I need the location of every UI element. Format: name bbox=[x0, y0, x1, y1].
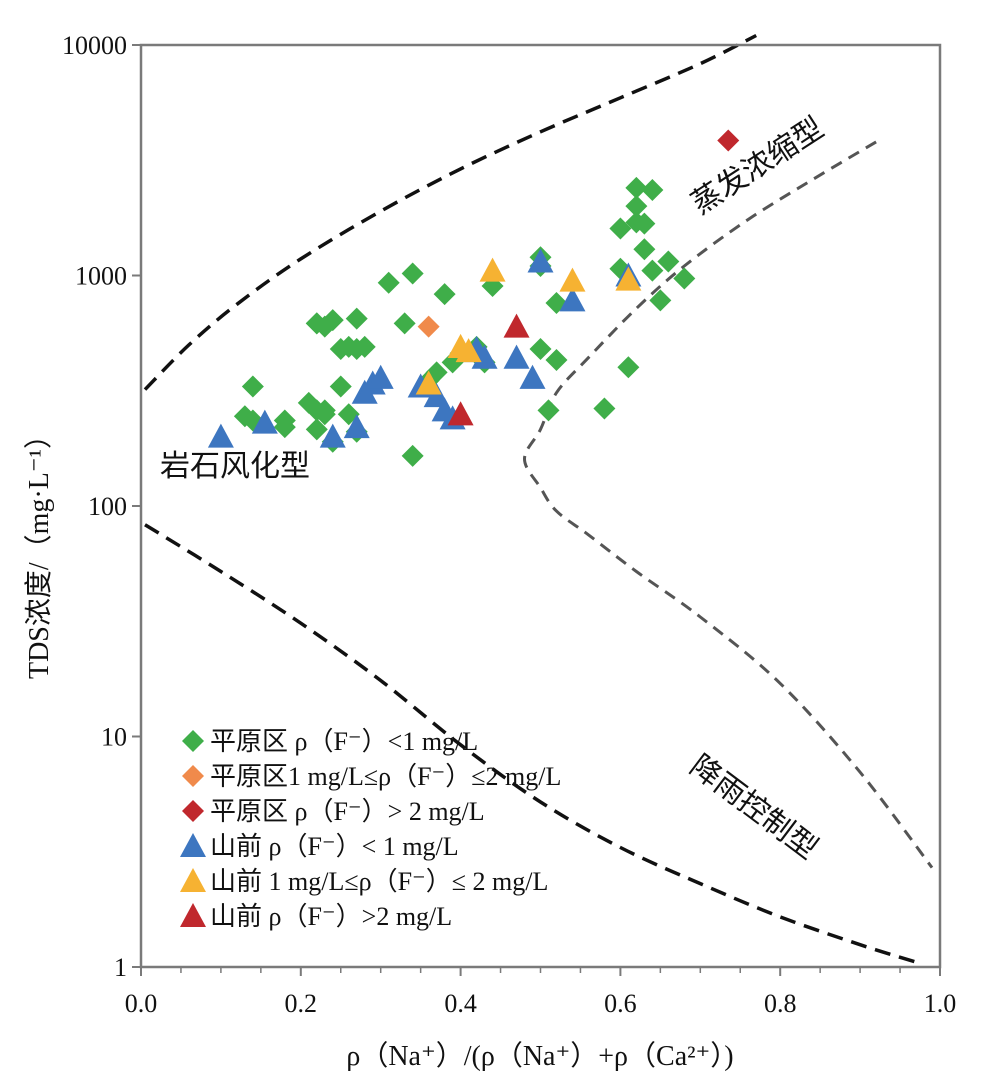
legend-marker-triangle bbox=[180, 868, 206, 893]
y-tick-label: 10 bbox=[101, 723, 127, 752]
data-point-triangle bbox=[367, 364, 394, 389]
y-axis-title: TDS浓度/（mg·L⁻¹） bbox=[23, 421, 55, 679]
data-point-diamond bbox=[241, 375, 264, 398]
data-point-diamond bbox=[417, 315, 440, 338]
data-point-diamond bbox=[273, 416, 296, 439]
data-point-diamond bbox=[377, 271, 400, 294]
legend-label: 平原区 ρ（F⁻）<1 mg/L bbox=[210, 727, 478, 756]
x-tick-label: 0.4 bbox=[444, 989, 477, 1018]
legend-marker-triangle bbox=[180, 903, 206, 928]
data-point-triangle bbox=[207, 423, 234, 448]
data-point-triangle bbox=[431, 397, 458, 422]
data-point-diamond bbox=[353, 335, 376, 358]
legend-label: 山前 ρ（F⁻）< 1 mg/L bbox=[210, 832, 459, 861]
legend-label: 平原区1 mg/L≤ρ（F⁻）≤2 mg/L bbox=[210, 762, 561, 791]
data-points bbox=[207, 129, 740, 467]
data-point-triangle bbox=[615, 266, 642, 291]
data-point-diamond bbox=[401, 444, 424, 467]
y-tick-label: 1000 bbox=[75, 262, 127, 291]
y-axis: 1 10 100 1000 10000 bbox=[62, 31, 141, 982]
plot-frame bbox=[139, 43, 942, 969]
data-point-triangle bbox=[415, 370, 442, 395]
x-axis: 0.0 0.2 0.4 0.6 0.8 1.0 bbox=[125, 967, 957, 1018]
data-point-diamond bbox=[617, 356, 640, 379]
legend-label: 平原区 ρ（F⁻）> 2 mg/L bbox=[210, 797, 485, 826]
data-point-diamond bbox=[717, 129, 740, 152]
data-point-diamond bbox=[345, 307, 368, 330]
x-tick-label: 0.6 bbox=[604, 989, 637, 1018]
boundary-curves bbox=[143, 33, 934, 964]
data-point-triangle bbox=[503, 344, 530, 369]
data-point-diamond bbox=[433, 283, 456, 306]
boundary-curve bbox=[522, 140, 934, 869]
data-point-diamond bbox=[305, 418, 328, 441]
data-point-diamond bbox=[609, 217, 632, 240]
data-point-diamond bbox=[401, 262, 424, 285]
y-tick-label: 10000 bbox=[62, 31, 127, 60]
legend-marker-diamond bbox=[182, 765, 204, 787]
data-point-diamond bbox=[593, 397, 616, 420]
data-point-diamond bbox=[625, 195, 648, 218]
data-point-diamond bbox=[633, 238, 656, 261]
data-point-diamond bbox=[537, 399, 560, 422]
data-point-diamond bbox=[657, 250, 680, 273]
data-point-diamond bbox=[641, 178, 664, 201]
data-point-diamond bbox=[625, 176, 648, 199]
x-tick-label: 0.8 bbox=[764, 989, 797, 1018]
data-point-diamond bbox=[321, 309, 344, 332]
data-point-diamond bbox=[329, 375, 352, 398]
x-axis-title: ρ（Na⁺）/(ρ（Na⁺）+ρ（Ca²⁺）) bbox=[346, 1040, 733, 1072]
data-point-diamond bbox=[545, 348, 568, 371]
legend-marker-diamond bbox=[182, 800, 204, 822]
data-point-triangle bbox=[559, 287, 586, 312]
y-tick-label: 100 bbox=[88, 492, 127, 521]
region-label-rain: 降雨控制型 bbox=[683, 748, 824, 866]
data-point-diamond bbox=[673, 267, 696, 290]
boundary-curve bbox=[144, 523, 917, 964]
data-point-triangle bbox=[319, 423, 346, 448]
y-tick-label: 1 bbox=[114, 953, 127, 982]
data-point-triangle bbox=[479, 257, 506, 282]
data-point-triangle bbox=[251, 409, 278, 434]
data-point-triangle bbox=[447, 401, 474, 426]
data-point-triangle bbox=[455, 338, 482, 363]
data-point-triangle bbox=[527, 248, 554, 273]
legend-marker-diamond bbox=[182, 730, 204, 752]
data-point-triangle bbox=[503, 313, 530, 338]
boundary-curve bbox=[143, 33, 757, 391]
data-point-diamond bbox=[393, 312, 416, 335]
data-point-triangle bbox=[519, 364, 546, 389]
region-label-evap: 蒸发浓缩型 bbox=[685, 111, 830, 222]
x-tick-label: 0.0 bbox=[125, 989, 158, 1018]
x-tick-label: 0.2 bbox=[285, 989, 318, 1018]
legend-marker-triangle bbox=[180, 833, 206, 858]
data-point-diamond bbox=[313, 399, 336, 422]
legend-label: 山前 1 mg/L≤ρ（F⁻）≤ 2 mg/L bbox=[210, 867, 548, 896]
data-point-triangle bbox=[559, 267, 586, 292]
region-label-rock: 岩石风化型 bbox=[160, 449, 310, 484]
data-point-diamond bbox=[633, 212, 656, 235]
data-point-triangle bbox=[343, 414, 370, 439]
legend-label: 山前 ρ（F⁻）>2 mg/L bbox=[210, 902, 452, 931]
data-point-diamond bbox=[649, 289, 672, 312]
data-point-diamond bbox=[641, 259, 664, 282]
legend: 平原区 ρ（F⁻）<1 mg/L 平原区1 mg/L≤ρ（F⁻）≤2 mg/L 平原… bbox=[180, 727, 561, 931]
data-point-diamond bbox=[529, 337, 552, 360]
x-tick-label: 1.0 bbox=[924, 989, 957, 1018]
